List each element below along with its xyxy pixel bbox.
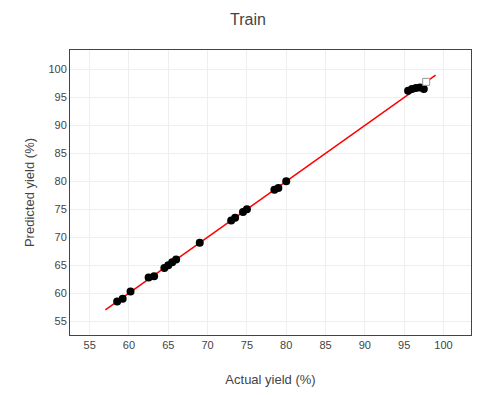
svg-text:75: 75 (55, 203, 67, 215)
svg-text:80: 80 (280, 339, 292, 351)
svg-text:70: 70 (55, 231, 67, 243)
svg-text:60: 60 (123, 339, 135, 351)
svg-text:65: 65 (55, 259, 67, 271)
svg-text:100: 100 (434, 339, 452, 351)
svg-text:95: 95 (398, 339, 410, 351)
svg-text:95: 95 (55, 91, 67, 103)
svg-text:100: 100 (48, 63, 66, 75)
svg-text:85: 85 (55, 147, 67, 159)
svg-text:80: 80 (55, 175, 67, 187)
svg-text:75: 75 (241, 339, 253, 351)
svg-text:55: 55 (55, 315, 67, 327)
svg-text:90: 90 (55, 119, 67, 131)
svg-text:60: 60 (55, 287, 67, 299)
svg-text:90: 90 (359, 339, 371, 351)
svg-text:85: 85 (319, 339, 331, 351)
svg-text:Train: Train (230, 11, 266, 28)
svg-text:65: 65 (162, 339, 174, 351)
svg-text:55: 55 (84, 339, 96, 351)
svg-text:70: 70 (201, 339, 213, 351)
svg-text:Actual yield (%): Actual yield (%) (225, 372, 315, 387)
svg-text:Predicted yield (%): Predicted yield (%) (22, 138, 37, 247)
